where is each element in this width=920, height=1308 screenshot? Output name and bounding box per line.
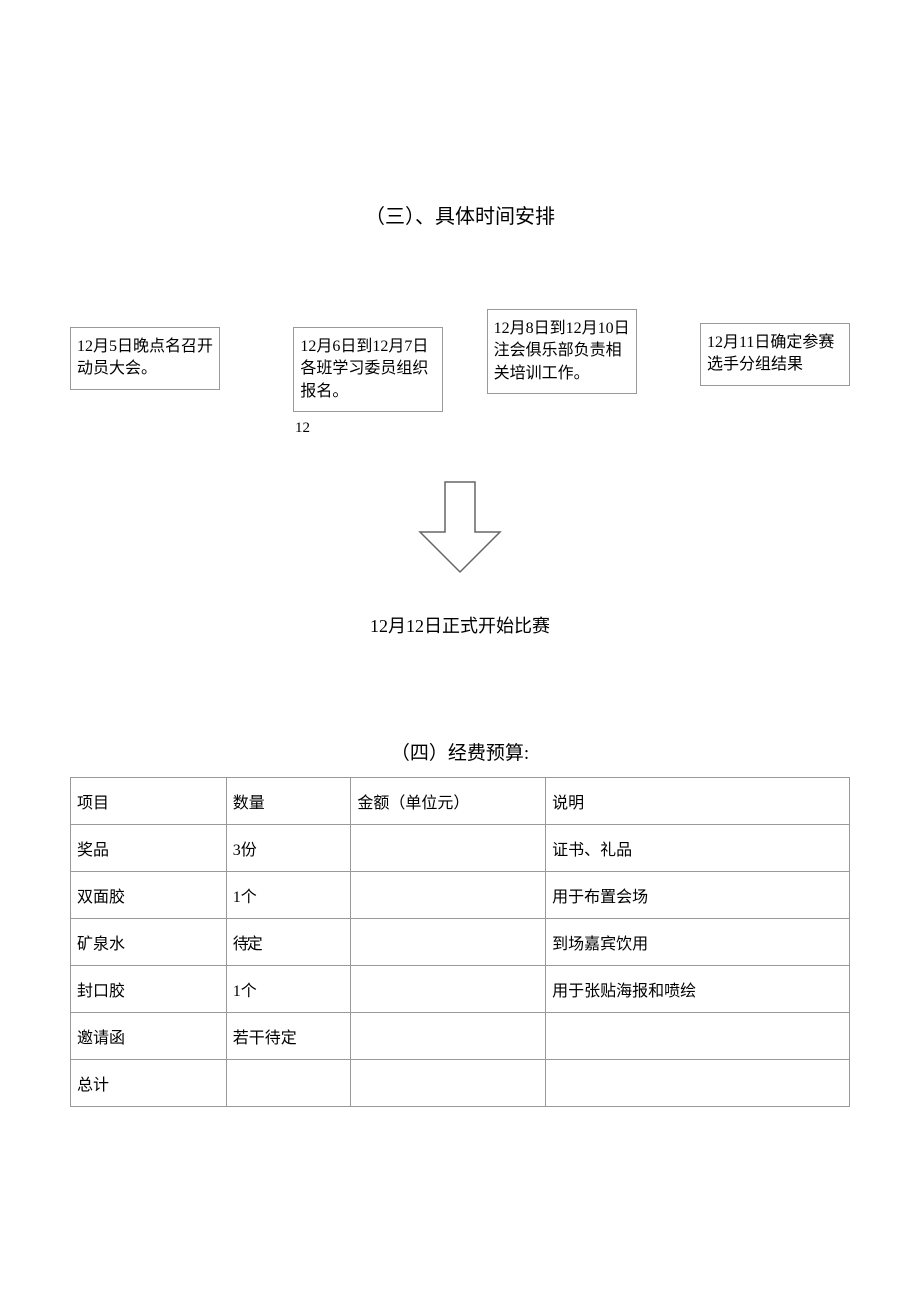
table-cell bbox=[351, 825, 546, 872]
table-cell bbox=[351, 1060, 546, 1107]
section-4-title: （四）经费预算: bbox=[70, 738, 850, 765]
table-cell: 用于布置会场 bbox=[546, 872, 850, 919]
table-cell: 1个 bbox=[226, 872, 351, 919]
table-cell bbox=[546, 1060, 850, 1107]
table-cell: 用于张贴海报和喷绘 bbox=[546, 966, 850, 1013]
timeline-box-1: 12月5日晚点名召开动员大会。 bbox=[70, 327, 220, 390]
table-cell bbox=[351, 966, 546, 1013]
table-cell: 证书、礼品 bbox=[546, 825, 850, 872]
table-cell: 封口胶 bbox=[71, 966, 227, 1013]
table-cell bbox=[546, 1013, 850, 1060]
timeline-box-2-extra: 12 bbox=[295, 420, 850, 437]
table-row: 邀请函若干待定 bbox=[71, 1013, 850, 1060]
table-cell: 若干待定 bbox=[226, 1013, 351, 1060]
table-cell: 待定 bbox=[226, 919, 351, 966]
table-header-cell: 数量 bbox=[226, 778, 351, 825]
table-cell bbox=[351, 872, 546, 919]
timeline-result-text: 12月12日正式开始比赛 bbox=[70, 612, 850, 638]
table-row: 总计 bbox=[71, 1060, 850, 1107]
table-header-cell: 说明 bbox=[546, 778, 850, 825]
timeline-box-2: 12月6日到12月7日各班学习委员组织报名。 bbox=[293, 327, 443, 412]
arrow-down-wrap bbox=[70, 477, 850, 582]
table-cell: 1个 bbox=[226, 966, 351, 1013]
timeline-row: 12月5日晚点名召开动员大会。 12月6日到12月7日各班学习委员组织报名。 1… bbox=[70, 309, 850, 412]
arrow-down-icon bbox=[415, 477, 505, 577]
table-cell: 矿泉水 bbox=[71, 919, 227, 966]
budget-table: 项目数量金额（单位元）说明奖品3份证书、礼品双面胶1个用于布置会场矿泉水待定到场… bbox=[70, 777, 850, 1107]
timeline-box-4: 12月11日确定参赛选手分组结果 bbox=[700, 323, 850, 386]
table-cell: 总计 bbox=[71, 1060, 227, 1107]
table-cell: 到场嘉宾饮用 bbox=[546, 919, 850, 966]
table-cell bbox=[351, 919, 546, 966]
table-row: 矿泉水待定 到场嘉宾饮用 bbox=[71, 919, 850, 966]
table-cell bbox=[351, 1013, 546, 1060]
table-header-row: 项目数量金额（单位元）说明 bbox=[71, 778, 850, 825]
table-cell bbox=[226, 1060, 351, 1107]
table-row: 奖品3份 证书、礼品 bbox=[71, 825, 850, 872]
table-header-cell: 项目 bbox=[71, 778, 227, 825]
table-header-cell: 金额（单位元） bbox=[351, 778, 546, 825]
table-cell: 奖品 bbox=[71, 825, 227, 872]
table-cell: 邀请函 bbox=[71, 1013, 227, 1060]
table-cell: 3份 bbox=[226, 825, 351, 872]
timeline-box-3: 12月8日到12月10日注会俱乐部负责相关培训工作。 bbox=[487, 309, 637, 394]
table-row: 双面胶1个 用于布置会场 bbox=[71, 872, 850, 919]
document-page: （三）、具体时间安排 12月5日晚点名召开动员大会。 12月6日到12月7日各班… bbox=[0, 0, 920, 1167]
table-row: 封口胶1个 用于张贴海报和喷绘 bbox=[71, 966, 850, 1013]
section-3-title: （三）、具体时间安排 bbox=[70, 200, 850, 229]
table-cell: 双面胶 bbox=[71, 872, 227, 919]
